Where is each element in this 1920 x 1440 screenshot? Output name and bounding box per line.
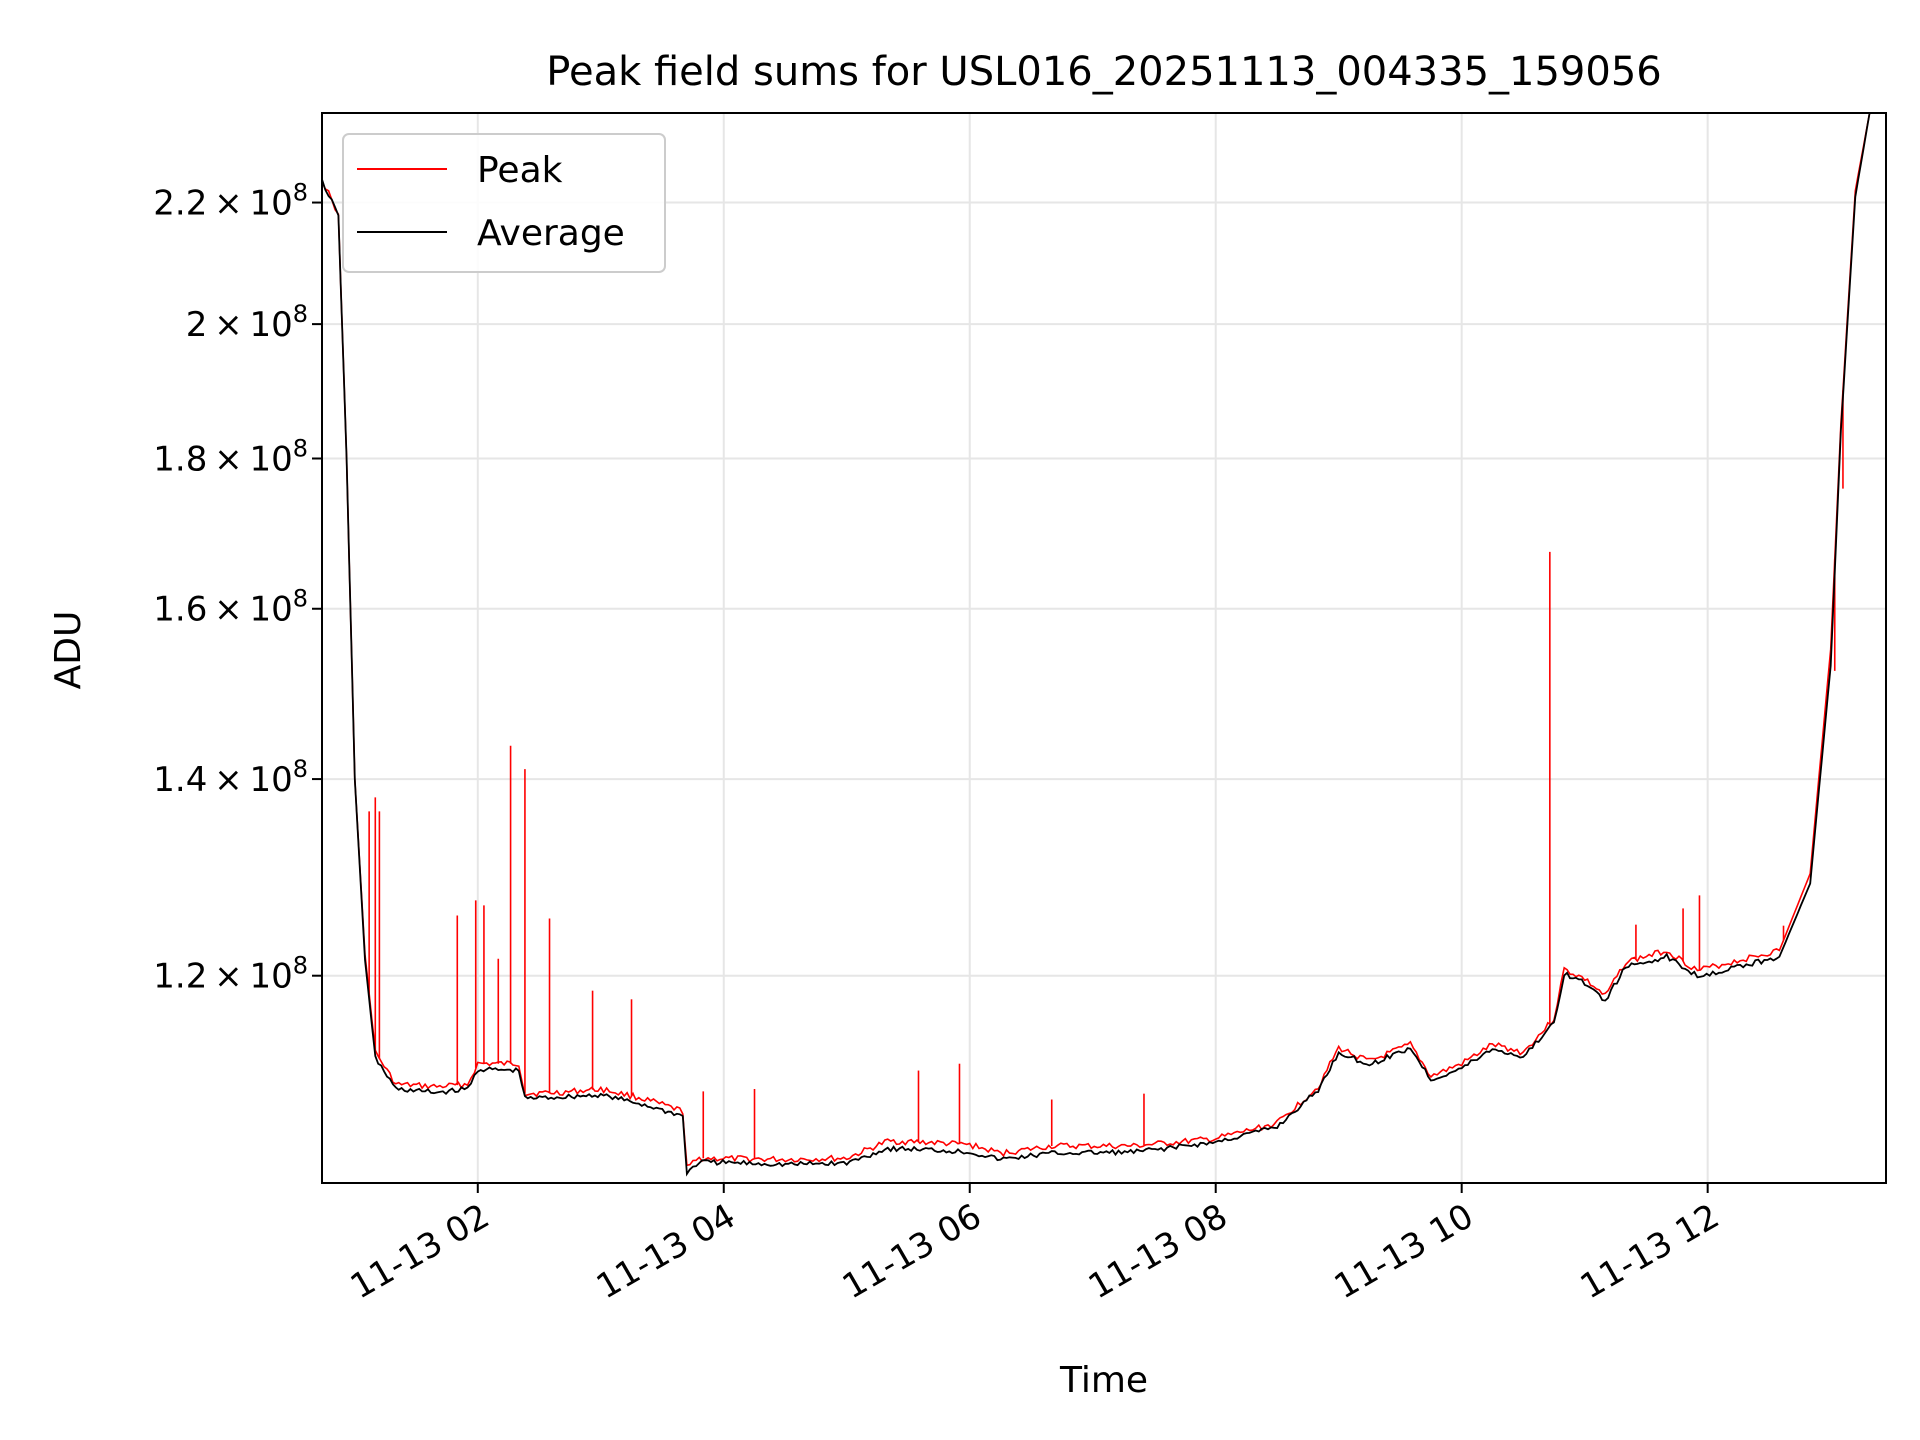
chart-title: Peak field sums for USL016_20251113_0043…	[546, 49, 1661, 95]
legend-label-average: Average	[477, 213, 625, 254]
y-tick-label: 1.6 × 108	[153, 585, 308, 630]
y-axis: 1.2 × 108 1.4 × 108 1.6 × 108 1.8 × 108 2 × …	[153, 179, 322, 997]
x-tick-label: 11-13 02	[344, 1196, 496, 1307]
y-tick-label: 1.4 × 108	[153, 755, 308, 800]
y-axis-label: ADU	[48, 611, 89, 690]
legend: Peak Average	[342, 133, 666, 273]
plot-frame	[321, 112, 1887, 1184]
y-tick-label: 1.8 × 108	[153, 435, 308, 480]
x-tick-label: 11-13 12	[1574, 1196, 1726, 1307]
x-tick-label: 11-13 10	[1328, 1196, 1480, 1307]
x-tick-label: 11-13 08	[1082, 1196, 1234, 1307]
y-tick-label: 2.2 × 108	[153, 179, 308, 224]
x-tick-label: 11-13 04	[590, 1196, 742, 1307]
x-axis-label: Time	[1059, 1360, 1148, 1401]
x-tick-label: 11-13 06	[836, 1196, 988, 1307]
series-line-peak	[322, 113, 1871, 1167]
series-line-average	[322, 113, 1871, 1177]
y-tick-label: 1.2 × 108	[153, 952, 308, 997]
legend-label-peak: Peak	[477, 150, 563, 191]
grid	[322, 113, 1886, 1183]
plot-area	[322, 113, 1871, 1177]
x-axis: 11-13 02 11-13 04 11-13 06 11-13 08 11-13 10…	[344, 1183, 1726, 1307]
y-tick-label: 2 × 108	[186, 300, 308, 345]
